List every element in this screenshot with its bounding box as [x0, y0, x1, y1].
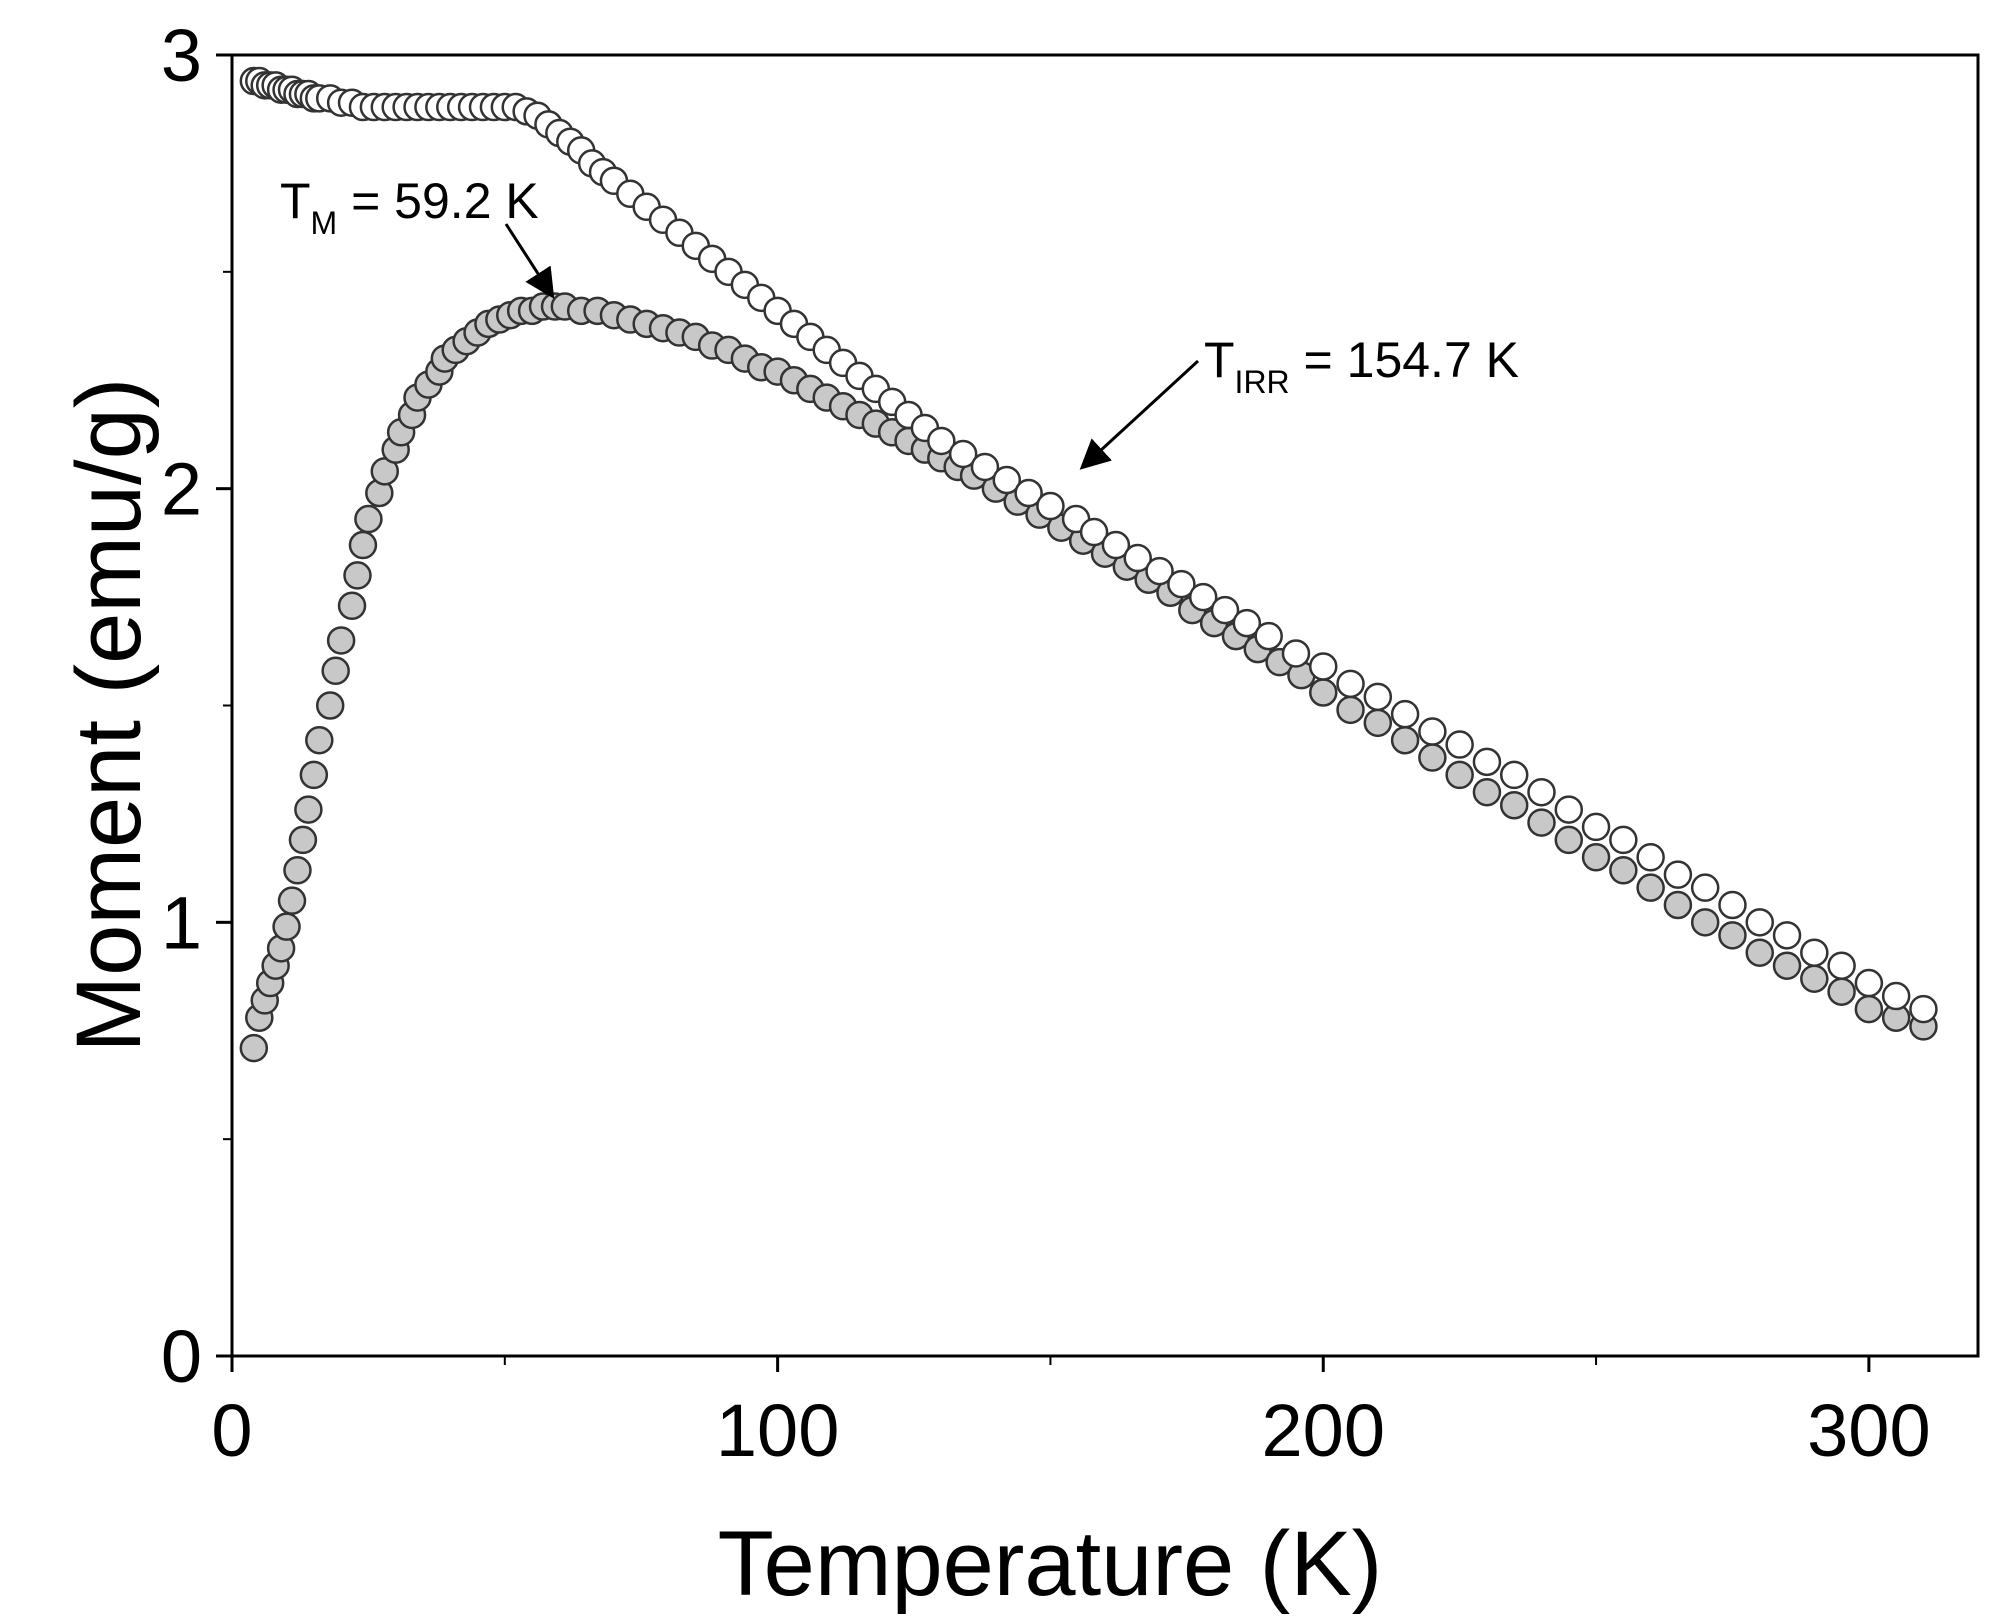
- zfc-point: [1363, 708, 1393, 738]
- zfc-point: [321, 656, 350, 686]
- series-fc: [239, 66, 1938, 1024]
- zfc-point: [354, 504, 383, 534]
- zfc-point: [348, 530, 378, 560]
- y-tick-label: 1: [161, 881, 202, 964]
- x-tick-label: 200: [1262, 1389, 1385, 1472]
- zfc-point: [1827, 977, 1856, 1006]
- fc-point: [1254, 621, 1283, 651]
- zfc-point: [1418, 743, 1447, 772]
- fc-point: [970, 452, 1000, 482]
- zfc-point: [337, 591, 367, 621]
- zfc-point: [305, 725, 334, 755]
- fc-point: [1636, 843, 1665, 872]
- fc-point: [1527, 777, 1556, 807]
- fc-point: [1718, 890, 1747, 920]
- fc-point: [1663, 860, 1693, 889]
- fc-point: [1123, 543, 1152, 573]
- zfc-point: [1690, 908, 1720, 937]
- fc-point: [1609, 825, 1638, 855]
- data-series-layer: [239, 66, 1938, 1063]
- fc-point: [1745, 908, 1774, 937]
- fc-point: [1232, 608, 1262, 638]
- fc-point: [1014, 478, 1043, 508]
- fc-point: [1472, 747, 1502, 777]
- fc-point: [1581, 812, 1611, 842]
- zfc-point: [283, 856, 312, 885]
- fc-point: [1445, 730, 1474, 759]
- annotation-tm-arrow: [504, 223, 555, 299]
- zfc-point: [277, 886, 307, 915]
- fc-point: [1336, 669, 1365, 699]
- y-tick-label: 0: [161, 1315, 202, 1398]
- zfc-point: [1581, 843, 1611, 872]
- annotation-tirr: TIRR = 154.7 K: [1079, 332, 1519, 470]
- fc-point: [1079, 517, 1109, 547]
- fc-point: [1145, 556, 1174, 586]
- fc-point: [1827, 951, 1856, 980]
- zfc-point: [272, 912, 301, 941]
- zfc-point: [299, 760, 329, 790]
- zfc-point: [343, 561, 372, 590]
- fc-point: [1390, 699, 1420, 729]
- zfc-point: [1390, 725, 1420, 755]
- x-tick-label: 0: [211, 1389, 252, 1472]
- x-axis-title: Temperature (K): [718, 1513, 1383, 1615]
- fc-point: [1188, 582, 1218, 612]
- x-tick-label: 300: [1807, 1389, 1930, 1472]
- zfc-point: [1609, 856, 1638, 885]
- fc-point: [1418, 717, 1447, 746]
- axis-tick-labels: 0 100 200 300 0 1 2 3: [161, 14, 1931, 1472]
- zfc-point: [294, 795, 323, 824]
- zfc-point: [1718, 921, 1747, 950]
- fc-point: [927, 426, 956, 456]
- zfc-point: [1309, 678, 1338, 707]
- fc-point: [1210, 595, 1240, 625]
- zfc-point: [1854, 994, 1884, 1024]
- fc-point: [1800, 938, 1829, 967]
- fc-point: [1854, 968, 1884, 998]
- annotation-tirr-arrow: [1079, 359, 1200, 470]
- plot-frame: [230, 53, 1980, 1358]
- zfc-point: [1772, 951, 1802, 980]
- zfc-point: [1745, 938, 1774, 967]
- fc-point: [1101, 530, 1131, 560]
- axis-ticks: [216, 53, 1871, 1372]
- fc-point: [1499, 760, 1529, 790]
- fc-point: [1881, 981, 1911, 1011]
- fc-point: [1554, 795, 1584, 824]
- zfc-point: [326, 626, 356, 655]
- fc-point: [1281, 639, 1311, 668]
- y-axis-title: Moment (emu/g): [58, 378, 160, 1053]
- fc-point: [1363, 682, 1393, 712]
- zfc-point: [1336, 695, 1365, 725]
- fc-point: [948, 439, 978, 469]
- zfc-point: [1554, 825, 1584, 855]
- annotation-tm: TM = 59.2 K: [280, 173, 555, 299]
- zfc-point: [1445, 760, 1474, 790]
- fc-point: [1690, 873, 1720, 902]
- zfc-point: [1663, 890, 1693, 920]
- annotation-tirr-label: TIRR = 154.7 K: [1204, 332, 1519, 400]
- zfc-point: [1499, 790, 1529, 820]
- zfc-point: [1527, 808, 1556, 837]
- zfc-point: [239, 1033, 269, 1063]
- annotation-tm-label: TM = 59.2 K: [280, 173, 539, 241]
- x-tick-label: 100: [716, 1389, 839, 1472]
- zfc-point: [315, 691, 345, 720]
- series-zfc: [239, 292, 1938, 1063]
- zfc-point: [1636, 873, 1665, 902]
- zfc-point: [1472, 777, 1502, 807]
- y-tick-label: 3: [161, 14, 202, 97]
- y-tick-label: 2: [161, 448, 202, 531]
- fc-point: [1167, 569, 1196, 599]
- fc-point: [992, 465, 1022, 495]
- zfc-point: [288, 825, 318, 855]
- fc-point: [1909, 994, 1938, 1024]
- fc-point: [1036, 491, 1065, 521]
- fc-point: [1309, 652, 1338, 681]
- zfc-point: [1800, 964, 1829, 993]
- fc-point: [1772, 921, 1802, 950]
